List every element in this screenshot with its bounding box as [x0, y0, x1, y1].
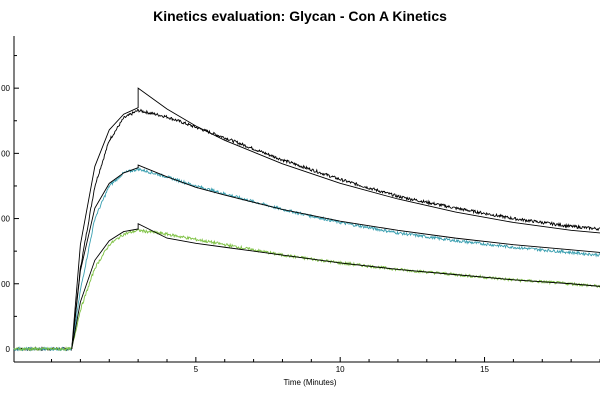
x-tick-label-10: 10: [336, 365, 345, 374]
series-1-fit-line: [71, 87, 600, 349]
y-tick-label-4: 00: [1, 84, 10, 93]
x-ticks: 5 10 15: [51, 357, 600, 374]
x-axis-label: Time (Minutes): [283, 378, 336, 387]
series-4-measured-line: [13, 228, 600, 352]
x-tick-label-15: 15: [480, 365, 489, 374]
x-tick-label-5: 5: [194, 365, 199, 374]
series-0-measured-line: [13, 108, 600, 352]
y-tick-label-1: 00: [1, 280, 10, 289]
y-tick-label-2: 00: [1, 215, 10, 224]
chart-title: Kinetics evaluation: Glycan - Con A Kine…: [153, 8, 447, 24]
series-3-fit-line: [71, 164, 600, 350]
y-tick-label-3: 00: [1, 149, 10, 158]
series-layer: [13, 87, 600, 352]
y-tick-label-0: 0: [6, 345, 11, 354]
series-5-fit-line: [71, 223, 600, 350]
axes: [13, 36, 600, 363]
